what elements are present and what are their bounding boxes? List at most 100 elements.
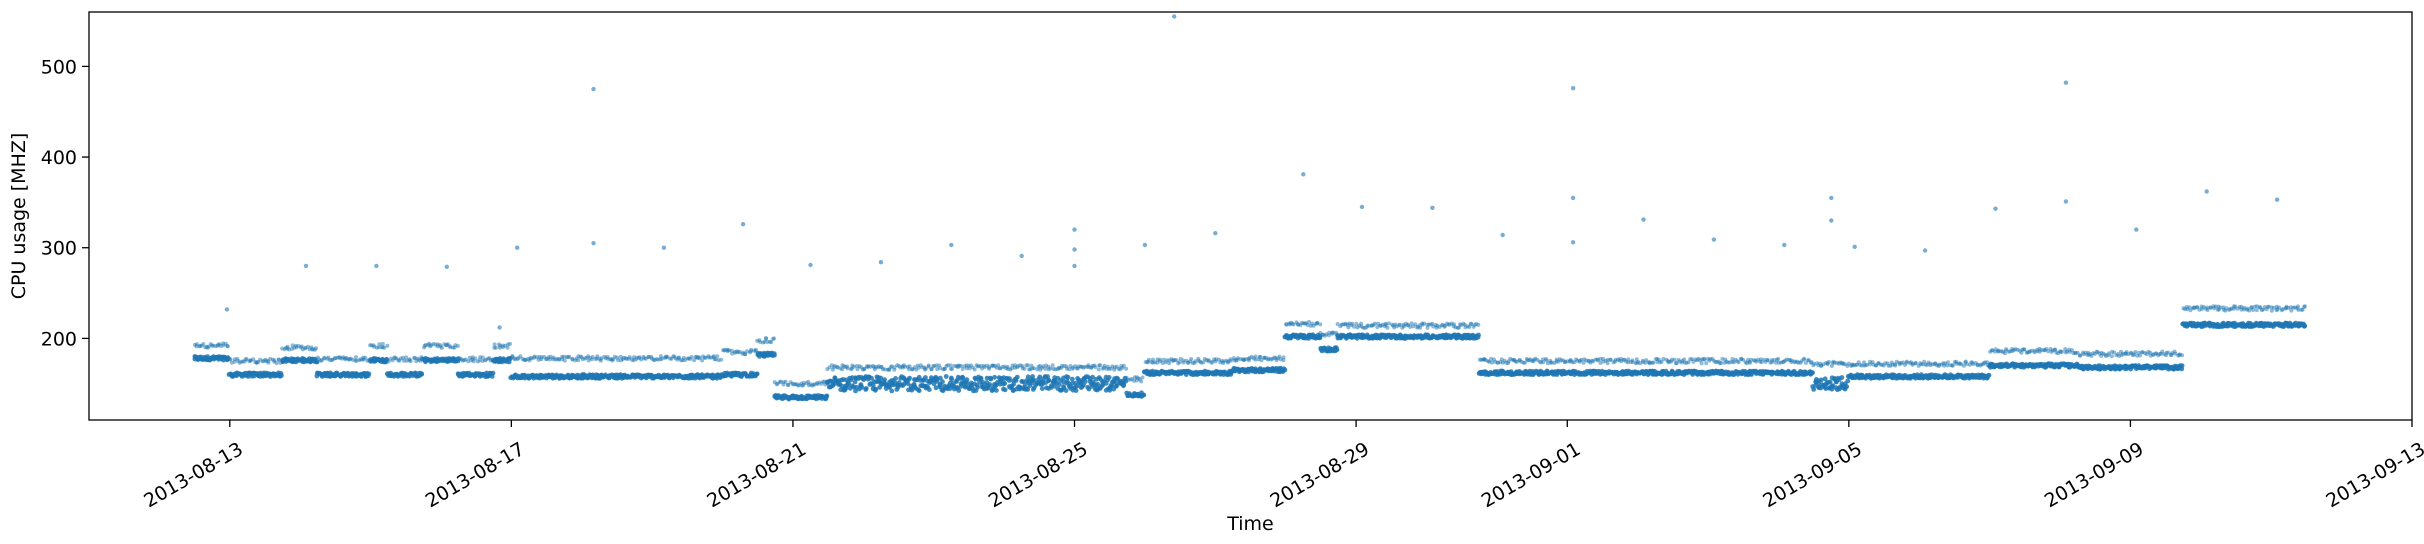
data-point xyxy=(994,388,999,393)
y-axis: 200 300 400 500 xyxy=(41,56,89,350)
data-point xyxy=(1150,357,1155,362)
data-point xyxy=(1139,379,1144,384)
data-point xyxy=(2179,363,2185,369)
data-point xyxy=(855,367,860,372)
data-point xyxy=(276,357,281,362)
data-point xyxy=(518,354,523,359)
data-point xyxy=(562,358,567,363)
data-point xyxy=(2109,354,2114,359)
data-point xyxy=(1839,375,1845,380)
data-point xyxy=(1121,363,1126,368)
data-point xyxy=(858,382,864,387)
outlier-point xyxy=(1711,237,1717,242)
data-point xyxy=(772,352,777,358)
data-point xyxy=(266,360,271,365)
data-point xyxy=(1112,379,1118,385)
data-point xyxy=(314,346,318,351)
data-point xyxy=(730,351,735,356)
x-tick-label: 2013-09-05 xyxy=(1759,438,1866,512)
data-point xyxy=(1383,322,1388,327)
data-point xyxy=(926,364,931,369)
outlier-point xyxy=(1782,242,1787,248)
data-point xyxy=(322,356,327,361)
data-point xyxy=(492,342,497,347)
outlier-point xyxy=(1829,218,1834,223)
data-point xyxy=(972,367,977,372)
data-point xyxy=(2251,308,2256,312)
outlier-point xyxy=(1829,195,1834,201)
data-point xyxy=(1095,382,1101,387)
data-point xyxy=(480,355,485,360)
data-point xyxy=(2133,350,2138,354)
data-point xyxy=(1702,356,1707,361)
data-point xyxy=(935,367,940,372)
data-point xyxy=(783,379,788,384)
outlier-point xyxy=(1641,217,1646,222)
data-point xyxy=(987,382,993,387)
scatter-points xyxy=(192,14,2308,402)
data-point xyxy=(1043,366,1048,371)
data-point xyxy=(754,371,760,377)
data-point xyxy=(960,375,966,381)
data-point xyxy=(729,348,734,353)
data-point xyxy=(251,357,256,362)
data-point xyxy=(1146,357,1151,362)
outlier-point xyxy=(661,245,667,250)
outlier-point xyxy=(1019,253,1024,259)
outlier-point xyxy=(740,222,746,227)
data-point xyxy=(1045,374,1050,379)
data-point xyxy=(870,383,876,388)
data-point xyxy=(778,379,783,384)
data-point xyxy=(1032,366,1036,371)
data-point xyxy=(386,359,391,364)
data-point xyxy=(279,373,284,378)
outlier-point xyxy=(1142,242,1148,248)
data-point xyxy=(959,363,963,368)
data-point xyxy=(505,345,510,350)
data-point xyxy=(1025,387,1031,392)
data-point xyxy=(1350,321,1355,326)
x-tick-label: 2013-08-21 xyxy=(703,438,810,512)
data-point xyxy=(1826,359,1831,364)
outlier-point xyxy=(591,86,596,92)
x-axis-label: Time xyxy=(1226,513,1274,535)
data-point xyxy=(1090,374,1095,380)
data-point xyxy=(616,358,621,363)
data-point xyxy=(1093,365,1098,370)
data-point xyxy=(1699,361,1704,366)
data-point xyxy=(1385,325,1390,330)
data-point xyxy=(1704,361,1709,366)
data-point xyxy=(1736,360,1741,365)
data-point xyxy=(916,388,922,394)
data-point xyxy=(2301,322,2307,328)
data-point xyxy=(1475,334,1481,340)
data-point xyxy=(1006,378,1012,383)
data-point xyxy=(1037,374,1043,380)
data-point xyxy=(576,358,581,363)
data-point xyxy=(923,366,928,371)
data-point xyxy=(1809,370,1815,376)
y-tick-label: 500 xyxy=(41,56,77,78)
data-point xyxy=(1354,321,1359,326)
data-point xyxy=(719,357,724,362)
data-point xyxy=(1181,360,1186,365)
data-point xyxy=(1039,386,1045,391)
data-point xyxy=(1140,375,1145,380)
data-point xyxy=(893,376,898,381)
data-point xyxy=(1315,320,1320,325)
data-point xyxy=(2180,353,2185,358)
data-point xyxy=(1106,375,1112,380)
data-point xyxy=(889,388,895,394)
outlier-point xyxy=(515,245,520,250)
outlier-point xyxy=(497,325,502,330)
outlier-point xyxy=(1072,263,1077,269)
outlier-point xyxy=(878,260,884,265)
data-point xyxy=(225,344,230,349)
x-axis: 2013-08-13 2013-08-17 2013-08-21 2013-08-25… xyxy=(140,420,2424,512)
data-point xyxy=(627,355,632,360)
data-point xyxy=(786,383,791,387)
data-point xyxy=(907,364,912,369)
data-point xyxy=(1056,382,1062,387)
data-point xyxy=(949,377,954,382)
outlier-point xyxy=(1852,244,1857,249)
